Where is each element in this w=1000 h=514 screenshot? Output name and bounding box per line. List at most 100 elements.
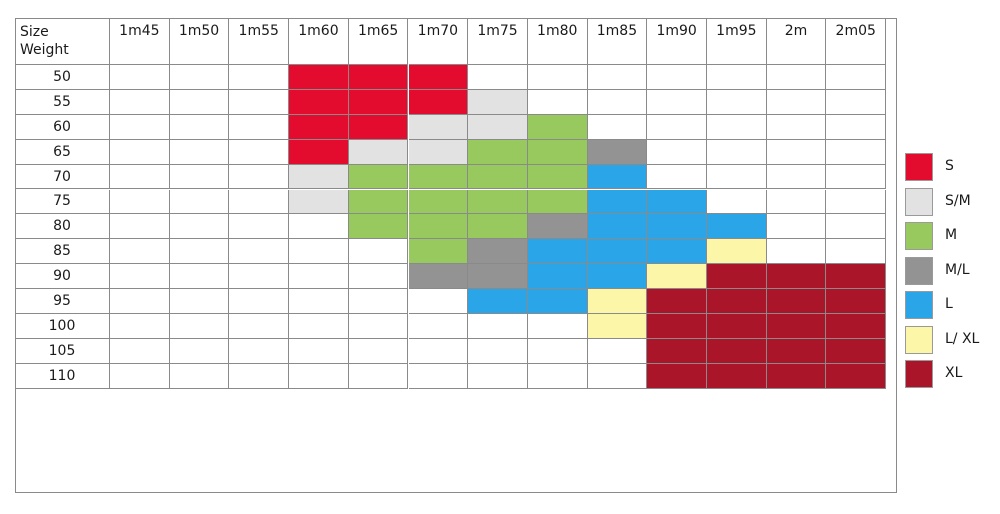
cell-s-m: [289, 164, 349, 190]
row-header-70: 70: [15, 164, 110, 190]
cell-empty: [826, 239, 887, 265]
cell-empty: [826, 139, 887, 165]
cell-xl: [647, 289, 707, 314]
row-header-90: 90: [15, 264, 110, 290]
cell-l: [587, 264, 648, 290]
row-header-55: 55: [15, 89, 110, 115]
cell-l: [527, 239, 588, 265]
size-axis-label: Size: [20, 24, 49, 40]
cell-empty: [647, 89, 707, 115]
cell-xl: [647, 363, 707, 389]
cell-empty: [647, 65, 707, 90]
cell-xl: [707, 264, 767, 290]
cell-empty: [527, 338, 588, 364]
cell-l: [587, 189, 648, 215]
legend-label: L: [945, 296, 953, 312]
cell-empty: [527, 363, 588, 389]
legend-label: XL: [945, 365, 963, 381]
cell-m: [468, 189, 528, 215]
column-header-1m65: 1m65: [348, 18, 409, 65]
cell-empty: [348, 363, 409, 389]
cell-empty: [169, 338, 230, 364]
cell-xl: [766, 363, 827, 389]
cell-s-m: [348, 139, 409, 165]
cell-empty: [289, 214, 349, 240]
column-header-1m60: 1m60: [289, 18, 349, 65]
column-header-1m50: 1m50: [169, 18, 230, 65]
cell-xl: [766, 289, 827, 314]
row-header-105: 105: [15, 338, 110, 364]
column-header-2m05: 2m05: [826, 18, 887, 65]
cell-empty: [289, 363, 349, 389]
cell-empty: [647, 114, 707, 140]
cell-empty: [766, 164, 827, 190]
cell-s-m: [468, 114, 528, 140]
column-header-1m70: 1m70: [408, 18, 469, 65]
cell-xl: [647, 338, 707, 364]
cell-l-xl: [587, 314, 648, 339]
cell-empty: [707, 189, 767, 215]
cell-m-l: [587, 139, 648, 165]
cell-s-m: [408, 139, 469, 165]
cell-empty: [110, 164, 170, 190]
cell-l-xl: [587, 289, 648, 314]
row-header-50: 50: [15, 65, 110, 90]
cell-l: [647, 239, 707, 265]
cell-empty: [229, 363, 290, 389]
legend-swatch: [905, 256, 933, 285]
cell-empty: [110, 189, 170, 215]
cell-m-l: [468, 264, 528, 290]
cell-l: [587, 214, 648, 240]
row-header-80: 80: [15, 214, 110, 240]
cell-empty: [766, 114, 827, 140]
cell-empty: [229, 264, 290, 290]
cell-empty: [110, 264, 170, 290]
cell-empty: [348, 264, 409, 290]
cell-empty: [169, 214, 230, 240]
cell-empty: [110, 239, 170, 265]
cell-empty: [826, 189, 887, 215]
cell-empty: [707, 139, 767, 165]
cell-empty: [110, 114, 170, 140]
cell-xl: [707, 289, 767, 314]
chart-frame: [15, 18, 897, 493]
legend-swatch: [905, 325, 933, 354]
cell-empty: [766, 239, 827, 265]
row-header-95: 95: [15, 289, 110, 314]
cell-s: [289, 139, 349, 165]
cell-l: [647, 189, 707, 215]
cell-m-l: [408, 264, 469, 290]
legend-label: S/M: [945, 192, 971, 209]
cell-empty: [348, 239, 409, 265]
cell-empty: [527, 89, 588, 115]
cell-m-l: [468, 239, 528, 265]
cell-empty: [348, 289, 409, 314]
cell-m: [348, 189, 409, 215]
legend-item-xl: XL: [905, 360, 995, 388]
legend-item-l-xl: L/ XL: [905, 325, 995, 354]
cell-empty: [229, 164, 290, 190]
cell-s: [348, 89, 409, 115]
cell-empty: [647, 139, 707, 165]
cell-empty: [468, 314, 528, 339]
cell-empty: [587, 114, 648, 140]
cell-empty: [766, 89, 827, 115]
cell-empty: [647, 164, 707, 190]
cell-l: [707, 214, 767, 240]
cell-l: [468, 289, 528, 314]
cell-empty: [826, 65, 887, 90]
cell-l: [647, 214, 707, 240]
row-header-60: 60: [15, 114, 110, 140]
cell-empty: [229, 89, 290, 115]
cell-empty: [707, 164, 767, 190]
cell-xl: [707, 363, 767, 389]
cell-empty: [110, 314, 170, 339]
cell-empty: [110, 289, 170, 314]
cell-empty: [229, 114, 290, 140]
cell-empty: [587, 338, 648, 364]
cell-empty: [229, 214, 290, 240]
legend-swatch: [905, 187, 933, 216]
cell-xl: [826, 314, 887, 339]
row-header-100: 100: [15, 314, 110, 339]
column-header-1m45: 1m45: [110, 18, 170, 65]
